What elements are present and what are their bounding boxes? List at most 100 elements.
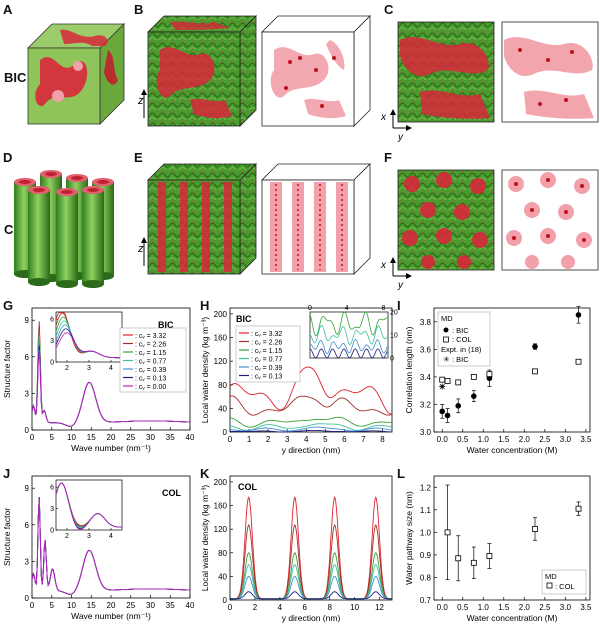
legend-bic-label: : BIC: [452, 326, 469, 335]
chart-l-pathway-size: 0.0 0.5 1.0 1.5 2.0 2.5 3.0 3.5 0.7 0.8 0.9 1.0 1.1 1…: [404, 475, 592, 623]
col-slice-full: [397, 169, 495, 271]
bic-point: [444, 412, 451, 419]
col-point: [575, 358, 582, 365]
panel-letter-e: E: [134, 150, 143, 165]
inset-y-tick-label: 0: [390, 356, 394, 363]
x-tick-label: 0: [228, 603, 233, 612]
y-axis-label: Local water density (kg m⁻³): [200, 317, 210, 424]
y-tick-label: 6: [25, 353, 30, 362]
y-tick-label: 3.2: [420, 400, 432, 409]
panel-letter-l: L: [397, 466, 405, 481]
inset-y-tick-label: 0: [50, 528, 54, 535]
inset-x-tick-label: 4: [109, 533, 113, 540]
density-series-line: [230, 429, 393, 433]
legend-expt-label: Expt. in (18): [441, 345, 482, 354]
y-tick-label: 0: [25, 594, 30, 603]
x-tick-label: 5: [323, 435, 328, 444]
x-tick-label: 20: [107, 601, 116, 610]
y-tick-label: 3: [25, 389, 30, 398]
legend-box: [541, 569, 587, 595]
x-tick-label: 0.0: [437, 603, 449, 612]
y-tick-label: 40: [218, 572, 227, 581]
legend-label: : cᵥ = 1.15: [251, 348, 282, 355]
density-series-line: [229, 395, 393, 416]
inset-x-tick-label: 2: [65, 533, 69, 540]
chart-title: BIC: [158, 320, 174, 330]
bic-slice-water: [501, 21, 599, 123]
inset-x-tick-label: 3: [87, 533, 91, 540]
x-tick-label: 40: [186, 433, 195, 442]
legend-col-label: : COL: [555, 582, 575, 591]
y-axis-label: Local water density (kg m⁻³): [200, 485, 210, 592]
x-tick-label: 0: [228, 435, 233, 444]
y-axis-label: Correlation length (nm): [404, 326, 414, 413]
panel-letter-j: J: [3, 466, 11, 481]
bic-simulation-box-full: [147, 15, 257, 127]
x-tick-label: 3.0: [560, 603, 572, 612]
bic-point: [439, 408, 446, 415]
y-tick-label: 3.0: [420, 428, 432, 437]
plot-frame: [229, 307, 393, 433]
axis-letter-z-e: z: [137, 243, 144, 255]
x-tick-label: 35: [166, 601, 175, 610]
x-tick-label: 2: [266, 435, 271, 444]
y-tick-label: 0.7: [420, 596, 432, 605]
col-point: [455, 555, 462, 562]
x-tick-label: 20: [107, 433, 116, 442]
axis-letter-x-f: x: [380, 260, 387, 271]
panel-letter-d: D: [3, 150, 13, 165]
legend-label: : cᵥ = 2.26: [251, 340, 282, 347]
x-tick-label: 4: [304, 435, 309, 444]
legend-label: : cᵥ = 3.32: [135, 333, 166, 340]
col-point: [486, 553, 493, 559]
legend-label: : cᵥ = 0.77: [135, 359, 166, 366]
legend-label: : cᵥ = 2.26: [135, 342, 166, 349]
x-tick-label: 8: [327, 603, 332, 612]
bic-point: [532, 343, 538, 350]
sf-series-line: [31, 350, 190, 427]
x-tick-label: 1.5: [498, 603, 510, 612]
inset-x-tick-label: 2: [65, 365, 69, 372]
density-series-line: [229, 423, 393, 431]
inset-series-line: [309, 348, 388, 359]
bic-slice-full: [397, 21, 495, 123]
col-point: [575, 505, 582, 512]
inset-series-line: [309, 311, 388, 337]
y-tick-label: 80: [218, 381, 227, 390]
x-tick-label: 3.5: [580, 435, 592, 444]
inset-y-tick-label: 0: [50, 360, 54, 367]
inset-y-tick-label: 3: [50, 506, 54, 513]
y-tick-label: 3.6: [420, 345, 432, 354]
x-tick-label: 2.5: [539, 603, 551, 612]
col-point: [439, 376, 446, 383]
x-tick-label: 15: [87, 601, 96, 610]
x-tick-label: 4: [278, 603, 283, 612]
x-tick-label: 7: [361, 435, 366, 444]
inset-y-tick-label: 6: [50, 317, 54, 324]
panel-letter-i: I: [397, 298, 401, 313]
y-tick-label: 0.8: [420, 573, 432, 582]
y-tick-label: 40: [218, 404, 227, 413]
legend-box: [235, 325, 301, 383]
plot-frame: [433, 475, 591, 601]
x-tick-label: 0: [30, 433, 35, 442]
legend-col-label: : COL: [452, 335, 472, 344]
x-tick-label: 10: [350, 603, 359, 612]
col-point: [444, 378, 451, 384]
col-simulation-box-full: [147, 163, 257, 275]
y-tick-label: 6: [25, 521, 30, 530]
plot-frame: [433, 307, 591, 433]
bic-point: [471, 393, 477, 399]
y-tick-label: 160: [214, 502, 228, 511]
y-tick-label: 0: [223, 428, 228, 437]
x-tick-label: 0.0: [437, 435, 449, 444]
col-point: [532, 368, 538, 375]
sf-series-line: [31, 496, 190, 595]
density-series-line: [229, 426, 393, 432]
col-point: [486, 371, 493, 378]
legend-label: : cᵥ = 0.39: [251, 365, 282, 372]
inset-y-tick-label: 3: [50, 338, 54, 345]
y-tick-label: 80: [218, 549, 227, 558]
